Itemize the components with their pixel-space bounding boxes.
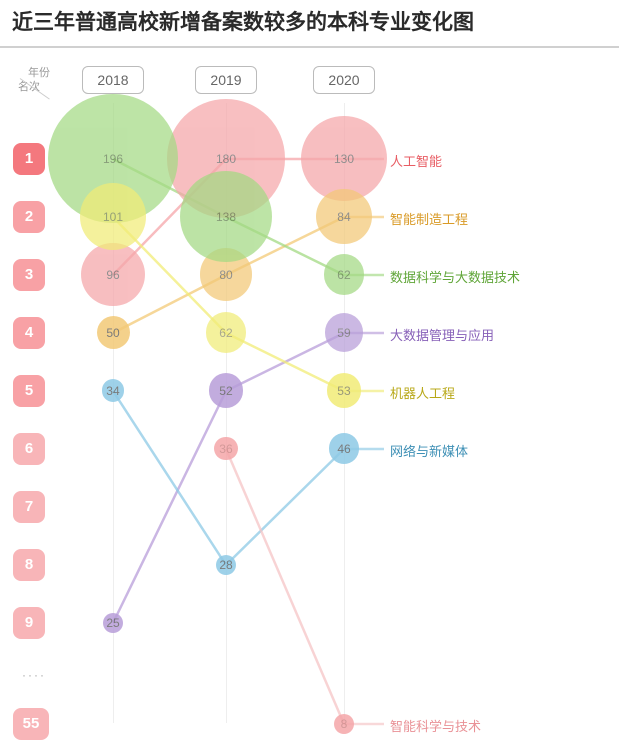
major-label-人工智能: 人工智能 (390, 151, 442, 170)
bubble-机器人工程-2019: 62 (206, 312, 247, 353)
bubble-智能科学与技术-2019: 36 (214, 437, 238, 461)
major-label-大数据管理与应用: 大数据管理与应用 (390, 325, 494, 344)
chart-area: 年份 名次 201820192020 123456789····55 96180… (0, 48, 619, 728)
bubble-智能制造工程-2020: 84 (316, 189, 371, 244)
major-label-网络与新媒体: 网络与新媒体 (390, 441, 468, 460)
major-label-机器人工程: 机器人工程 (390, 383, 455, 402)
line-网络与新媒体 (113, 391, 344, 565)
bubble-网络与新媒体-2018: 34 (102, 379, 124, 401)
line-智能科学与技术 (226, 449, 344, 724)
bubble-大数据管理与应用-2018: 25 (103, 613, 123, 633)
bubble-智能科学与技术-2020: 8 (334, 714, 354, 734)
chart-title: 近三年普通高校新增备案数较多的本科专业变化图 (0, 0, 619, 48)
bubble-智能制造工程-2018: 50 (97, 316, 130, 349)
bubble-数据科学与大数据技术-2020: 62 (324, 254, 365, 295)
major-label-数据科学与大数据技术: 数据科学与大数据技术 (390, 267, 520, 286)
bubble-网络与新媒体-2020: 46 (329, 433, 359, 463)
bubble-机器人工程-2020: 53 (327, 373, 362, 408)
major-label-智能科学与技术: 智能科学与技术 (390, 716, 481, 735)
bubble-大数据管理与应用-2019: 52 (209, 373, 243, 407)
bubble-网络与新媒体-2019: 28 (216, 555, 236, 575)
major-label-智能制造工程: 智能制造工程 (390, 209, 468, 228)
bubble-机器人工程-2018: 101 (80, 183, 147, 250)
bubble-数据科学与大数据技术-2019: 138 (180, 171, 271, 262)
bubble-人工智能-2018: 96 (81, 243, 144, 306)
bubble-大数据管理与应用-2020: 59 (325, 313, 364, 352)
